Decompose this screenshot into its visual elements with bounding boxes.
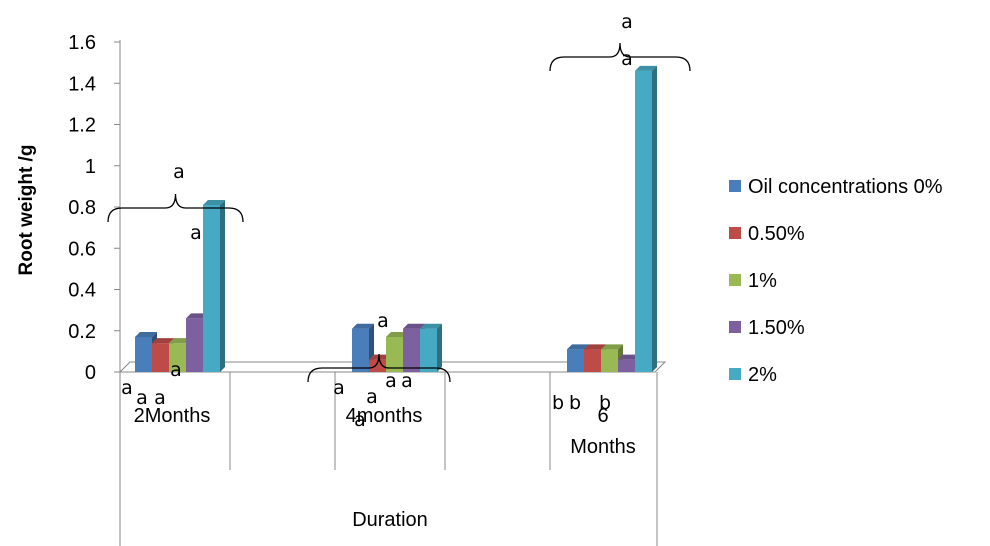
category-labels: 2Months 4months 6 Months: [134, 405, 636, 458]
significance-letter: a: [366, 386, 378, 408]
significance-letter: a: [621, 11, 633, 33]
bar: [601, 349, 618, 372]
chart-floor: [118, 361, 667, 373]
category-label: Months: [570, 436, 636, 458]
bar: [618, 359, 635, 372]
category-label: 6: [597, 405, 608, 427]
legend-swatch: [729, 180, 741, 192]
bar-top-face: [584, 344, 606, 350]
significance-letter: a: [170, 359, 182, 381]
bar-top-face: [386, 331, 408, 337]
legend-swatch: [729, 274, 741, 286]
bar-top-face: [135, 331, 157, 337]
y-tick-label: 0.4: [68, 280, 96, 302]
bar: [135, 336, 152, 372]
group-brace: [549, 42, 691, 72]
bar: [635, 70, 652, 372]
legend-label: 2%: [748, 364, 777, 386]
x-axis-label: Duration: [352, 509, 428, 531]
y-tick-label: 0.8: [68, 197, 96, 219]
bar-top-face: [352, 323, 374, 329]
significance-letter: a: [621, 48, 633, 70]
bar-top-face: [186, 313, 208, 319]
bar-top-face: [369, 354, 391, 360]
bar: [369, 359, 386, 372]
y-axis-ticks: 0 0.2 0.4 0.6 0.8 1 1.2 1.4 1.6: [68, 32, 120, 384]
significance-letter: b: [569, 392, 581, 414]
group-braces: [107, 42, 691, 383]
bar-top-face: [403, 323, 425, 329]
y-tick-label: 1.6: [68, 32, 96, 54]
bar: [152, 343, 169, 372]
legend-label: 1%: [748, 270, 777, 292]
bar-top-face: [567, 344, 589, 350]
significance-letter: a: [154, 387, 166, 409]
legend-swatch: [729, 227, 741, 239]
y-tick-label: 1: [85, 156, 96, 178]
significance-letter: a: [136, 387, 148, 409]
significance-letter: a: [385, 370, 397, 392]
bar: [386, 336, 403, 372]
legend-label: Oil concentrations 0%: [748, 176, 943, 198]
significance-letter: b: [599, 392, 611, 414]
bar-top-face: [618, 354, 640, 360]
y-tick-label: 0: [85, 362, 96, 384]
bar: [584, 349, 601, 372]
y-tick-label: 0.2: [68, 321, 96, 343]
category-label: 4months: [346, 405, 423, 427]
y-tick-label: 1.4: [68, 73, 96, 95]
significance-letter: a: [121, 377, 133, 399]
group-brace: [107, 193, 244, 223]
bar-side-face: [437, 323, 442, 372]
significance-letter: a: [333, 377, 345, 399]
bar: [352, 328, 369, 372]
category-label: 2Months: [134, 405, 211, 427]
legend-swatch: [729, 321, 741, 333]
bar: [203, 204, 220, 372]
legend-label: 0.50%: [748, 223, 805, 245]
significance-letter: a: [190, 222, 202, 244]
legend: Oil concentrations 0% 0.50% 1% 1.50% 2%: [729, 176, 943, 386]
y-tick-label: 0.6: [68, 238, 96, 260]
bar-top-face: [203, 199, 225, 205]
significance-letter: a: [354, 409, 366, 431]
bar-top-face: [635, 65, 657, 71]
y-tick-label: 1.2: [68, 115, 96, 137]
bar: [403, 328, 420, 372]
bar: [420, 328, 437, 372]
group-brace: [307, 353, 451, 383]
bar: [186, 318, 203, 372]
significance-letter: a: [377, 310, 389, 332]
significance-letter: b: [552, 392, 564, 414]
bar-side-face: [652, 65, 657, 372]
y-axis-label: Root weight /g: [16, 145, 37, 276]
bar-top-face: [152, 338, 174, 344]
bar-top-face: [169, 338, 191, 344]
bar-top-face: [601, 344, 623, 350]
bar: [567, 349, 584, 372]
bar: [169, 343, 186, 372]
bars-group: [135, 65, 657, 372]
legend-label: 1.50%: [748, 317, 805, 339]
significance-letter: a: [401, 370, 413, 392]
legend-swatch: [729, 368, 741, 380]
significance-letter: a: [173, 161, 185, 183]
bar-top-face: [420, 323, 442, 329]
bar-side-face: [220, 199, 225, 372]
